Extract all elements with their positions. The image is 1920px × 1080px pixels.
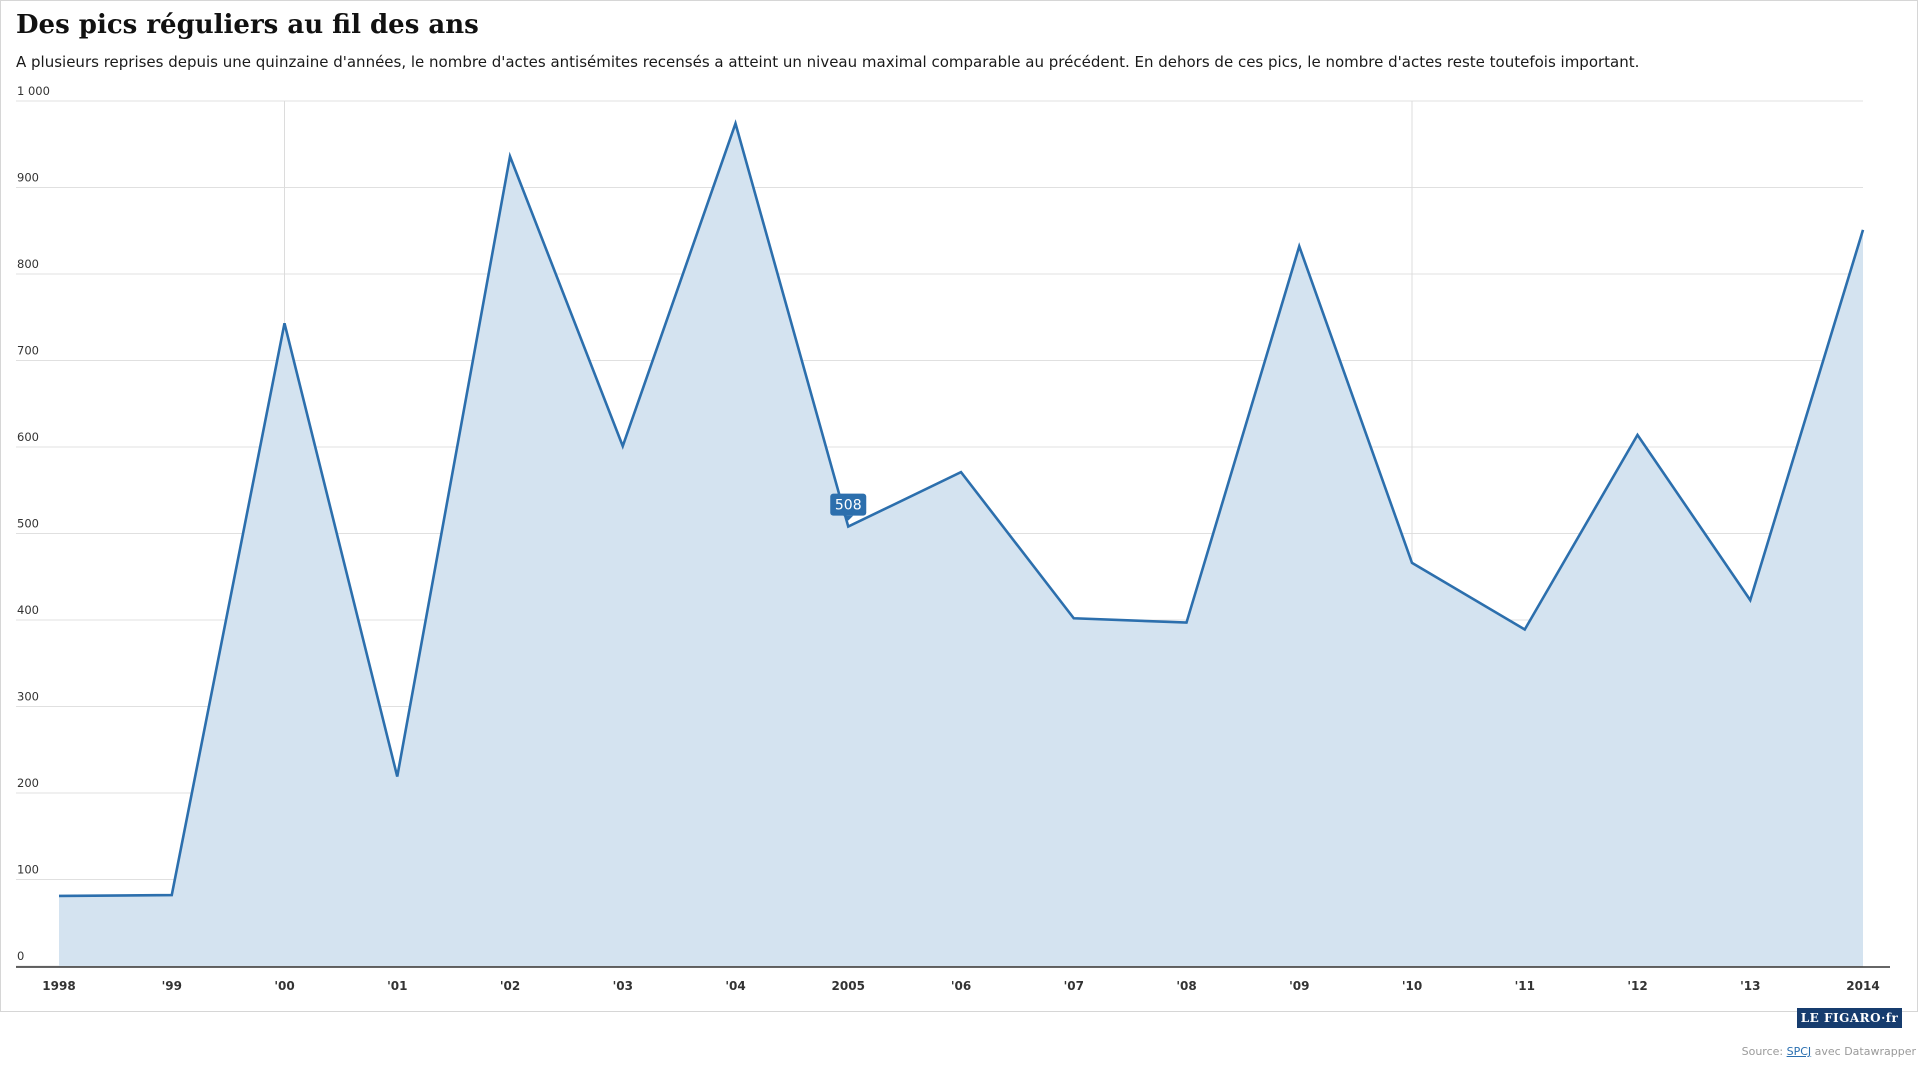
y-tick-label: 500	[17, 517, 39, 531]
value-callout-pointer	[843, 515, 854, 521]
data-point[interactable]	[959, 470, 963, 474]
chart-frame	[0, 0, 1918, 1012]
x-tick-label: '08	[1176, 979, 1196, 993]
data-point[interactable]	[1410, 561, 1414, 565]
source-suffix: avec Datawrapper	[1811, 1045, 1916, 1058]
area-fill	[59, 123, 1863, 967]
y-tick-label: 700	[17, 344, 39, 358]
y-tick-label: 600	[17, 430, 39, 444]
x-tick-label: '02	[500, 979, 520, 993]
value-callout-label: 508	[835, 498, 862, 514]
area-chart: 0 100 200 300 400 500 600 700 800 900 1 000 1998 '99…	[16, 84, 1890, 993]
data-point[interactable]	[508, 154, 512, 158]
x-tick-label: '10	[1402, 979, 1422, 993]
x-tick-label: '01	[387, 979, 407, 993]
x-tick-label: '12	[1627, 979, 1647, 993]
area-layer	[57, 119, 1865, 967]
data-point[interactable]	[1297, 244, 1301, 248]
x-tick-label: '99	[162, 979, 182, 993]
data-point[interactable]	[621, 444, 625, 448]
y-tick-label: 400	[17, 603, 39, 617]
x-tick-label: 2005	[832, 979, 865, 993]
x-tick-label: '07	[1064, 979, 1084, 993]
x-tick-label: '11	[1515, 979, 1535, 993]
y-tick-label: 300	[17, 690, 39, 704]
data-point[interactable]	[283, 321, 287, 325]
axis-labels: 0 100 200 300 400 500 600 700 800 900 1 000 1998 '99…	[17, 84, 1880, 993]
x-tick-label: 1998	[42, 979, 75, 993]
source-prefix: Source:	[1741, 1045, 1787, 1058]
source-note: Source: SPCJ avec Datawrapper	[1742, 1045, 1916, 1058]
x-tick-label: '06	[951, 979, 971, 993]
chart-subtitle: A plusieurs reprises depuis une quinzain…	[16, 53, 1640, 71]
data-point[interactable]	[1072, 616, 1076, 620]
le-figaro-logo: LE FIGARO·fr	[1797, 1008, 1902, 1028]
data-point[interactable]	[1861, 228, 1865, 232]
data-point[interactable]	[1523, 628, 1527, 632]
y-tick-label: 1 000	[17, 84, 50, 98]
data-point[interactable]	[170, 893, 174, 897]
x-tick-label: '09	[1289, 979, 1309, 993]
data-point[interactable]	[1185, 621, 1189, 625]
series-line	[58, 119, 1865, 898]
data-point[interactable]	[846, 525, 850, 529]
source-link[interactable]: SPCJ	[1786, 1045, 1812, 1058]
data-point[interactable]	[57, 894, 61, 898]
x-tick-label: '04	[725, 979, 745, 993]
data-point[interactable]	[1748, 598, 1752, 602]
data-point[interactable]	[1636, 433, 1640, 437]
x-tick-label: '03	[613, 979, 633, 993]
data-point[interactable]	[734, 121, 738, 125]
chart-title: Des pics réguliers au fil des ans	[16, 10, 479, 40]
x-tick-label: '00	[274, 979, 294, 993]
value-callout-box	[830, 493, 867, 516]
y-tick-label: 800	[17, 257, 39, 271]
y-tick-label: 0	[17, 949, 24, 963]
y-tick-label: 900	[17, 171, 39, 185]
y-tick-label: 100	[17, 863, 39, 877]
data-point[interactable]	[395, 775, 399, 779]
y-tick-label: 200	[17, 776, 39, 790]
logo-text: LE FIGARO·fr	[1800, 1011, 1899, 1025]
x-tick-label: '13	[1740, 979, 1760, 993]
x-tick-label: 2014	[1846, 979, 1879, 993]
callout-layer: 508	[830, 493, 867, 521]
